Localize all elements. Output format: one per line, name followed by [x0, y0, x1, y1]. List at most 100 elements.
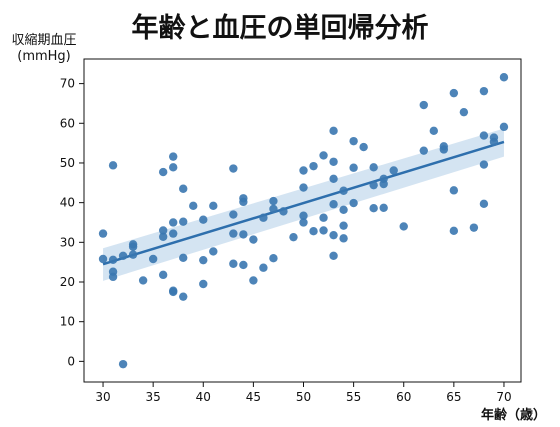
- data-point: [108, 272, 118, 282]
- data-point: [128, 250, 138, 259]
- data-point: [179, 184, 188, 193]
- data-point: [239, 230, 248, 239]
- data-point: [229, 210, 238, 219]
- data-point: [309, 161, 318, 171]
- data-point: [299, 211, 308, 220]
- data-point: [449, 186, 459, 195]
- x-tick-label: 65: [446, 390, 461, 404]
- data-point: [319, 151, 328, 160]
- data-point: [499, 122, 509, 132]
- data-point: [199, 215, 208, 224]
- data-point: [158, 226, 168, 235]
- confidence-band: [103, 128, 504, 281]
- data-point: [229, 229, 238, 238]
- x-tick-label: 50: [296, 390, 311, 404]
- data-point: [229, 259, 238, 268]
- data-point: [389, 166, 398, 175]
- data-point: [249, 276, 258, 285]
- confidence-band-layer: [103, 128, 504, 281]
- y-tick-label: 0: [67, 354, 75, 368]
- data-point: [138, 276, 148, 285]
- data-point: [339, 205, 348, 214]
- data-point: [259, 213, 268, 222]
- axis-ticks-layer: 30 35 40 45 50 55 60 65 70 0 10 20 30 40 50 60 70: [60, 77, 512, 404]
- data-point: [148, 254, 158, 264]
- data-point: [158, 270, 168, 280]
- data-point: [369, 163, 378, 172]
- data-point: [108, 161, 118, 170]
- data-point: [419, 100, 428, 110]
- data-point: [329, 230, 338, 240]
- data-point: [299, 218, 308, 227]
- y-tick-label: 20: [60, 275, 75, 289]
- data-point: [179, 217, 188, 226]
- data-point: [329, 200, 338, 209]
- data-point: [339, 234, 348, 243]
- data-point: [279, 207, 288, 216]
- x-tick-label: 30: [95, 390, 110, 404]
- data-point: [339, 221, 348, 230]
- data-point: [269, 204, 278, 214]
- data-point: [359, 142, 368, 152]
- regression-line: [102, 140, 505, 266]
- data-point: [479, 199, 489, 209]
- data-point: [309, 227, 318, 236]
- y-tick-label: 60: [60, 116, 75, 130]
- data-point: [169, 229, 178, 238]
- data-point: [128, 242, 138, 251]
- x-tick-label: 45: [246, 390, 261, 404]
- x-tick-label: 40: [196, 390, 211, 404]
- data-point: [399, 222, 408, 231]
- data-point: [259, 263, 268, 272]
- x-axis-label: 年齢（歳）: [480, 408, 546, 423]
- data-point: [269, 253, 278, 263]
- y-tick-label: 30: [60, 235, 75, 249]
- data-point: [269, 196, 278, 206]
- data-point: [158, 167, 168, 177]
- data-point: [329, 126, 338, 136]
- data-point: [209, 201, 218, 211]
- data-point: [349, 136, 358, 146]
- data-point: [419, 146, 428, 155]
- data-point: [118, 251, 128, 261]
- data-point: [439, 145, 449, 154]
- data-point: [429, 126, 439, 136]
- y-tick-label: 10: [60, 315, 75, 329]
- data-point: [299, 166, 308, 175]
- data-point: [239, 197, 248, 207]
- data-point: [489, 137, 499, 147]
- y-tick-label: 50: [60, 156, 75, 170]
- x-tick-label: 60: [396, 390, 411, 404]
- data-point: [299, 183, 308, 192]
- data-points-layer: [98, 73, 509, 369]
- data-point: [449, 88, 459, 98]
- data-point: [349, 163, 358, 172]
- data-point: [98, 254, 108, 264]
- data-point: [379, 179, 388, 189]
- data-point: [329, 157, 338, 166]
- data-point: [118, 359, 128, 369]
- data-point: [449, 226, 459, 236]
- data-point: [479, 160, 489, 169]
- chart-title: 年齢と血圧の単回帰分析: [131, 13, 429, 44]
- data-point: [169, 163, 178, 172]
- data-point: [169, 218, 178, 227]
- plot-frame: [83, 58, 522, 383]
- data-point: [349, 198, 358, 208]
- data-point: [98, 229, 108, 238]
- data-point: [209, 247, 218, 256]
- data-point: [319, 213, 328, 222]
- y-tick-label: 40: [60, 196, 75, 210]
- x-tick-label: 35: [146, 390, 161, 404]
- data-point: [369, 180, 378, 190]
- data-point: [329, 251, 338, 261]
- data-point: [229, 164, 238, 173]
- y-tick-label: 70: [60, 77, 75, 91]
- data-point: [199, 255, 208, 265]
- data-point: [379, 203, 388, 213]
- data-point: [179, 292, 188, 301]
- y-axis-label-text: 収縮期血圧 (mmHg): [11, 33, 77, 64]
- regression-line-layer: [102, 140, 505, 266]
- data-point: [479, 86, 489, 96]
